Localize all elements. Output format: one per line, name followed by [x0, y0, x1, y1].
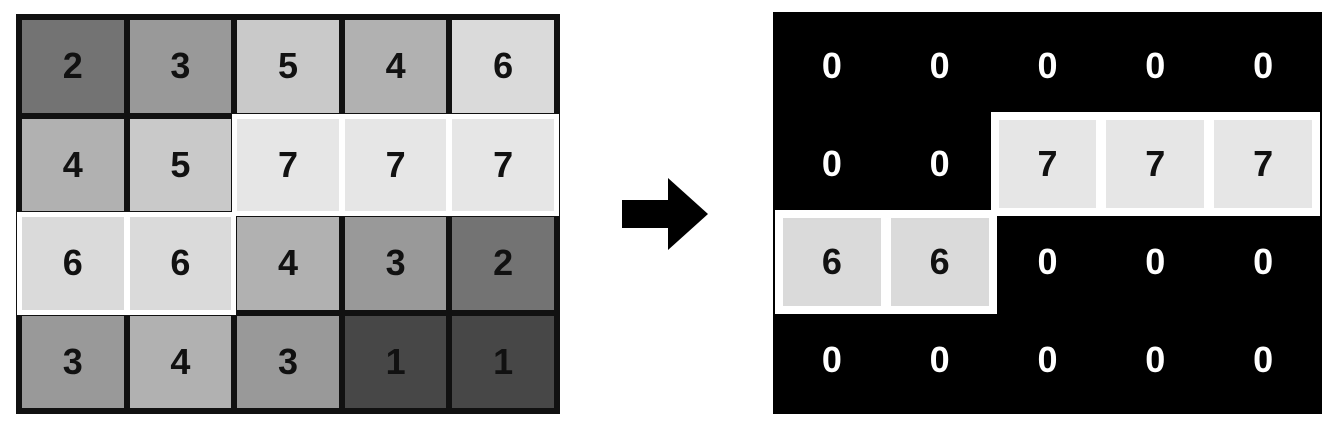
grid-cell: 0: [890, 22, 989, 110]
grid-cell: 3: [22, 315, 124, 408]
grid-cell: 0: [1106, 22, 1205, 110]
grid-cell: 4: [22, 118, 124, 211]
grid-cell: 3: [129, 20, 232, 113]
grid-cell: 7: [1214, 120, 1312, 208]
grid-cell: 2: [22, 20, 124, 113]
grid-cell: 0: [783, 22, 881, 110]
grid-cell: 7: [452, 118, 554, 211]
grid-cell: 0: [1214, 22, 1312, 110]
grid-cell: 3: [344, 217, 447, 310]
grid-cell: 7: [237, 118, 339, 211]
grid-cell: 5: [237, 20, 339, 113]
grid-cell: 4: [129, 315, 232, 408]
grid-cell: 0: [998, 316, 1097, 404]
grid-cell: 6: [783, 218, 881, 306]
grid-cell: 4: [344, 20, 447, 113]
grid-cell: 6: [129, 217, 232, 310]
grid-cell: 7: [998, 120, 1097, 208]
right-arrow-icon: [622, 178, 708, 250]
grid-cell: 0: [1214, 316, 1312, 404]
grid-cell: 0: [890, 120, 989, 208]
grid-cell: 0: [998, 218, 1097, 306]
grid-cell: 2: [452, 217, 554, 310]
grid-cell: 0: [1106, 218, 1205, 306]
grid-cell: 7: [1106, 120, 1205, 208]
grid-cell: 1: [344, 315, 447, 408]
grid-cell: 5: [129, 118, 232, 211]
grid-cell: 6: [452, 20, 554, 113]
grid-cell: 0: [890, 316, 989, 404]
grid-cell: 0: [998, 22, 1097, 110]
grid-cell: 1: [452, 315, 554, 408]
grid-cell: 0: [1214, 218, 1312, 306]
grid-cell: 6: [890, 218, 989, 306]
grid-cell: 3: [237, 315, 339, 408]
grid-cell: 0: [783, 120, 881, 208]
grid-cell: 0: [1106, 316, 1205, 404]
grid-cell: 0: [783, 316, 881, 404]
grid-cell: 4: [237, 217, 339, 310]
grid-cell: 7: [344, 118, 447, 211]
grid-cell: 6: [22, 217, 124, 310]
